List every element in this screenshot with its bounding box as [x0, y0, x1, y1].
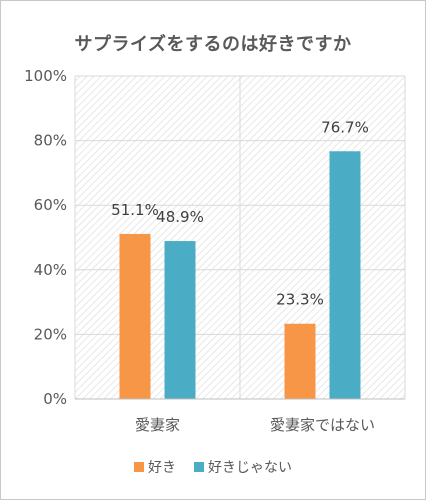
y-tick-label: 80%	[34, 132, 67, 150]
data-label: 51.1%	[111, 201, 159, 219]
bar	[164, 241, 196, 399]
legend-item-like: 好き	[134, 457, 176, 477]
legend-item-dislike: 好きじゃない	[194, 457, 292, 477]
bar	[119, 233, 151, 399]
legend-swatch-dislike	[194, 462, 204, 472]
x-category-label: 愛妻家ではない	[270, 416, 375, 434]
data-label: 48.9%	[156, 208, 204, 226]
x-category-label: 愛妻家	[135, 416, 180, 434]
bar	[284, 323, 316, 399]
y-tick-label: 20%	[34, 325, 67, 343]
data-label: 76.7%	[321, 118, 369, 136]
bar	[329, 151, 361, 399]
y-tick-label: 40%	[34, 261, 67, 279]
legend-swatch-like	[134, 462, 144, 472]
data-label: 23.3%	[276, 291, 324, 309]
legend-label-like: 好き	[148, 460, 176, 476]
y-tick-label: 0%	[43, 390, 67, 408]
y-tick-label: 100%	[24, 67, 67, 85]
chart-title: サプライズをするのは好きですか	[74, 34, 352, 55]
legend-label-dislike: 好きじゃない	[208, 460, 292, 476]
chart-legend: 好き 好きじゃない	[0, 457, 426, 477]
y-tick-label: 60%	[34, 196, 67, 214]
